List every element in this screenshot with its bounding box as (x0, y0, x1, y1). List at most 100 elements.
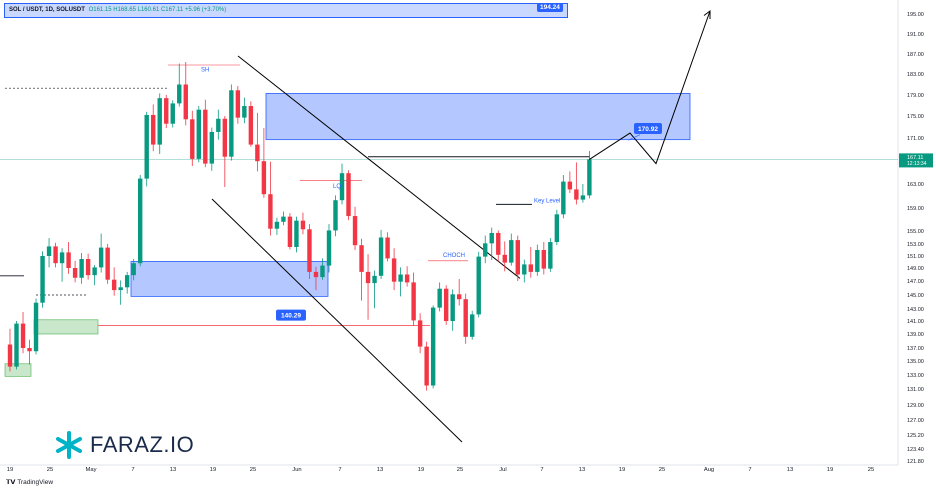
candle-body (313, 271, 319, 278)
x-tick-label: 25 (457, 467, 463, 473)
candle-body (33, 302, 39, 352)
candle-body (430, 307, 436, 386)
y-tick-label: 159.00 (907, 206, 924, 212)
candle-body (359, 245, 364, 272)
candle-body (574, 189, 579, 200)
candle-body (72, 268, 78, 278)
candle-body (170, 103, 175, 124)
swing-high-label: SH (201, 68, 209, 74)
candle-body (79, 259, 84, 278)
demand-zone (130, 260, 329, 297)
candle-body (274, 221, 280, 229)
candle-body (339, 173, 345, 201)
current-price-text: 167.11 (907, 155, 923, 161)
candle-body (255, 144, 260, 162)
tradingview-icon: 𝗧𝗩 (6, 479, 18, 486)
y-tick-label: 149.00 (907, 266, 924, 272)
y-tick-label: 141.00 (907, 319, 924, 325)
x-tick-label: 13 (170, 467, 176, 473)
candle-body (27, 348, 32, 352)
candle-body (385, 237, 390, 259)
x-tick-label: May (86, 467, 97, 473)
x-tick-label: 19 (210, 467, 216, 473)
tradingview-brand: 𝗧𝗩 TradingView (6, 478, 53, 486)
candle-body (183, 84, 188, 120)
y-tick-label: 129.00 (907, 403, 924, 409)
y-tick-label: 135.00 (907, 359, 924, 365)
x-tick-label: 13 (787, 467, 793, 473)
y-tick-label: 123.40 (907, 447, 924, 453)
x-tick-label: 19 (827, 467, 833, 473)
x-tick-label: 7 (748, 467, 751, 473)
candle-body (437, 288, 442, 308)
y-tick-label: 175.00 (907, 114, 924, 120)
candle-body (443, 288, 449, 321)
candle-body (535, 250, 540, 272)
candle-body (281, 216, 286, 222)
candle-body (476, 256, 481, 315)
top-box-value-label: 194.24 (537, 3, 563, 12)
y-tick-label: 179.00 (907, 93, 924, 99)
candle-body (7, 344, 13, 367)
candle-body (470, 314, 475, 337)
candle-body (398, 274, 403, 282)
candle-body (177, 84, 182, 104)
candle-body (209, 131, 215, 164)
candle-body (268, 194, 273, 229)
candle-body (92, 267, 97, 276)
candle-body (404, 274, 410, 283)
tradingview-label: TradingView (17, 479, 54, 486)
candle-body (124, 275, 130, 288)
x-tick-label: 19 (7, 467, 13, 473)
candle-body (157, 98, 162, 145)
candle-body (235, 90, 241, 118)
logo-text: FARAZ.IO (90, 432, 195, 457)
candle-body (378, 237, 384, 276)
candle-body (567, 181, 573, 190)
x-tick-label: 7 (131, 467, 134, 473)
y-tick-label: 127.00 (907, 418, 924, 424)
candle-body (203, 109, 208, 164)
candle-body (46, 246, 52, 256)
candle-body (261, 161, 267, 195)
candle-body (509, 240, 514, 263)
candle-body (138, 178, 143, 264)
projection-arrowhead (703, 10, 711, 19)
candle-body (118, 287, 123, 291)
y-tick-label: 183.00 (907, 72, 924, 78)
y-tick-label: 133.00 (907, 373, 924, 379)
candle-body (352, 216, 358, 246)
candle-body (587, 159, 592, 196)
candle-body (580, 195, 586, 200)
candle-body (287, 216, 293, 247)
x-tick-label: Jun (292, 467, 301, 473)
candle-body (111, 279, 117, 291)
x-tick-label: 25 (659, 467, 665, 473)
current-price-badge (899, 153, 933, 168)
y-tick-label: 155.00 (907, 229, 924, 235)
candle-body (411, 282, 416, 321)
y-tick-label: 191.00 (907, 32, 924, 38)
candle-body (365, 271, 371, 284)
candle-body (40, 256, 45, 303)
candle-body (541, 250, 547, 269)
candle-body (528, 264, 533, 272)
x-tick-label: 13 (377, 467, 383, 473)
faraz-logo-icon (56, 431, 82, 459)
x-tick-label: 19 (619, 467, 625, 473)
candle-body (417, 320, 423, 347)
y-tick-label: 151.00 (907, 254, 924, 260)
y-tick-label: 195.00 (907, 12, 924, 18)
y-tick-label: 137.00 (907, 346, 924, 352)
candle-body (300, 220, 306, 230)
x-tick-label: 7 (338, 467, 341, 473)
y-tick-label: 145.00 (907, 293, 924, 299)
candle-body (554, 214, 560, 243)
candle-body (14, 323, 19, 367)
candle-body (151, 114, 156, 145)
candle-body (222, 118, 228, 157)
y-tick-label: 131.00 (907, 387, 924, 393)
x-tick-label: 13 (579, 467, 585, 473)
